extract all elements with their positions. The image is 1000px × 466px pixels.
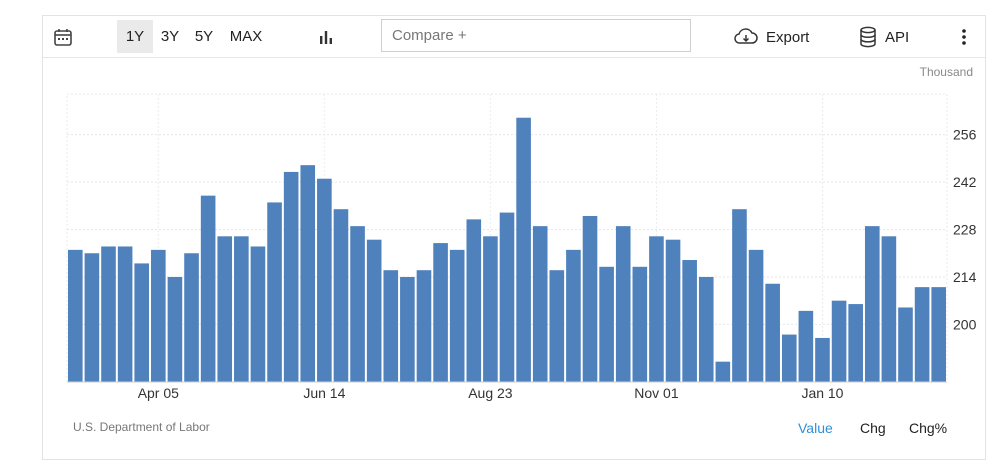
bar[interactable] <box>317 178 332 382</box>
range-1y-button[interactable]: 1Y <box>117 20 153 53</box>
x-tick-label: Aug 23 <box>468 385 513 401</box>
bar[interactable] <box>715 361 731 382</box>
x-tick-label: Nov 01 <box>634 385 679 401</box>
x-tick-label: Jan 10 <box>801 385 843 401</box>
bar[interactable] <box>732 209 747 382</box>
bar[interactable] <box>134 263 150 382</box>
compare-input[interactable] <box>381 19 691 52</box>
bar[interactable] <box>383 270 399 382</box>
bar[interactable] <box>416 270 432 382</box>
bar[interactable] <box>665 239 681 382</box>
x-tick-label: Apr 05 <box>138 385 179 401</box>
range-max-button[interactable]: MAX <box>229 28 263 45</box>
bar[interactable] <box>117 246 133 382</box>
bar[interactable] <box>433 243 448 382</box>
bar[interactable] <box>765 283 780 382</box>
bar[interactable] <box>283 171 299 382</box>
cloud-download-icon <box>734 28 758 44</box>
bar[interactable] <box>151 249 166 382</box>
bar-chart-icon[interactable] <box>317 16 335 58</box>
bar[interactable] <box>898 307 913 382</box>
range-5y-button[interactable]: 5Y <box>194 28 214 45</box>
bar[interactable] <box>250 246 266 382</box>
database-icon <box>860 26 876 48</box>
bar[interactable] <box>914 287 930 382</box>
bar[interactable] <box>532 226 548 382</box>
mode-value-tab[interactable]: Value <box>798 420 833 436</box>
chart-widget: 1Y 3Y 5Y MAX Export <box>42 15 986 460</box>
bar[interactable] <box>300 165 316 382</box>
bar[interactable] <box>167 276 183 382</box>
bar[interactable] <box>267 202 282 382</box>
bar[interactable] <box>549 270 565 382</box>
bar[interactable] <box>798 310 814 382</box>
bar[interactable] <box>649 236 664 382</box>
bar[interactable] <box>864 226 880 382</box>
bar[interactable] <box>366 239 382 382</box>
calendar-icon[interactable] <box>53 16 73 58</box>
y-tick-label: 200 <box>953 316 977 332</box>
y-tick-label: 214 <box>953 269 977 285</box>
bar[interactable] <box>698 276 714 382</box>
bar[interactable] <box>84 253 100 382</box>
units-label: Thousand <box>919 65 973 79</box>
bar[interactable] <box>184 253 199 382</box>
bar[interactable] <box>931 287 946 382</box>
bar[interactable] <box>350 226 365 382</box>
export-button[interactable]: Export <box>733 16 809 58</box>
bar[interactable] <box>516 117 531 382</box>
more-options-icon[interactable] <box>961 16 967 58</box>
bar[interactable] <box>499 212 515 382</box>
api-label: API <box>885 28 910 46</box>
bar[interactable] <box>333 209 349 382</box>
bar[interactable] <box>781 334 797 382</box>
y-tick-label: 256 <box>953 127 977 143</box>
chart-toolbar: 1Y 3Y 5Y MAX Export <box>43 16 985 58</box>
bar[interactable] <box>68 249 83 382</box>
bar[interactable] <box>217 236 233 382</box>
bar[interactable] <box>566 249 581 382</box>
mode-chg-percent-tab[interactable]: Chg% <box>909 420 948 436</box>
bar[interactable] <box>831 300 847 382</box>
bar[interactable] <box>101 246 116 382</box>
export-label: Export <box>766 28 810 46</box>
mode-chg-tab[interactable]: Chg <box>860 420 886 436</box>
bar[interactable] <box>682 260 697 382</box>
x-tick-label: Jun 14 <box>303 385 345 401</box>
bar-chart: 200 214 228 242 256 Apr 05 Jun 14 Aug 23 Nov 01 J… <box>66 93 977 401</box>
range-3y-button[interactable]: 3Y <box>160 28 180 45</box>
bar[interactable] <box>400 276 415 382</box>
y-tick-label: 242 <box>953 174 977 190</box>
bar[interactable] <box>449 249 465 382</box>
bar[interactable] <box>815 337 830 382</box>
api-button[interactable]: API <box>859 16 909 58</box>
bar[interactable] <box>632 266 648 382</box>
bar[interactable] <box>615 226 631 382</box>
bar[interactable] <box>483 236 498 382</box>
bar[interactable] <box>234 236 249 382</box>
bar[interactable] <box>466 219 482 382</box>
bar[interactable] <box>582 215 598 382</box>
bar[interactable] <box>748 249 764 382</box>
y-tick-label: 228 <box>953 222 977 238</box>
source-label: U.S. Department of Labor <box>73 420 210 434</box>
bar[interactable] <box>599 266 614 382</box>
bar[interactable] <box>881 236 897 382</box>
bar[interactable] <box>200 195 216 382</box>
bar[interactable] <box>848 304 863 382</box>
